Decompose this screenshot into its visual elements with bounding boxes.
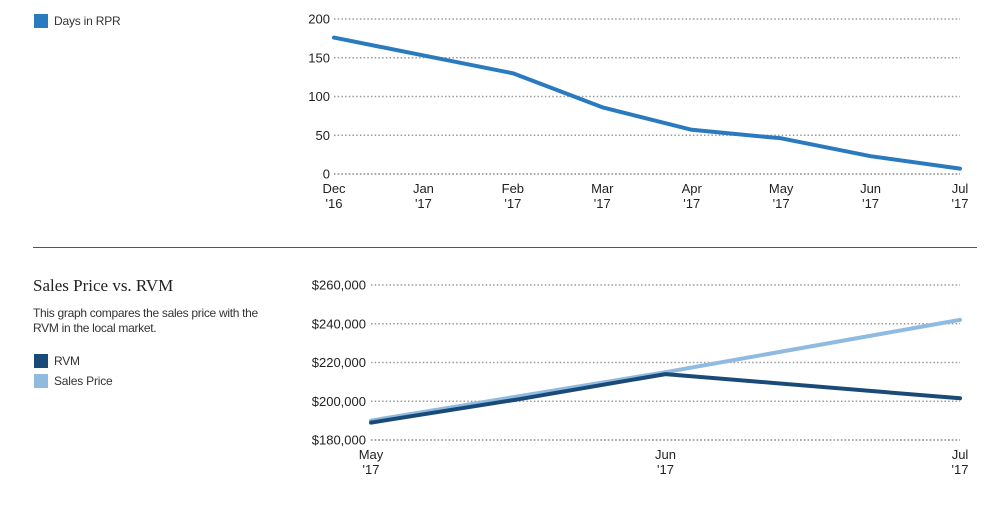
chart-description: This graph compares the sales price with… bbox=[33, 306, 258, 335]
x-tick-label-year: '17 bbox=[952, 462, 969, 477]
y-tick-label: 0 bbox=[323, 167, 330, 182]
legend-label-rvm: RVM bbox=[54, 354, 80, 368]
series-line-sales-price bbox=[369, 317, 962, 423]
series-line-days-in-rpr bbox=[332, 35, 962, 171]
legend-item: Sales Price bbox=[34, 371, 113, 391]
y-tick-label: $220,000 bbox=[312, 355, 366, 370]
legend-swatch-days-in-rpr bbox=[34, 14, 48, 28]
x-tick-label-year: '17 bbox=[862, 196, 879, 211]
x-tick-label-month: Jun bbox=[860, 181, 881, 196]
legend-label-sales-price: Sales Price bbox=[54, 374, 113, 388]
x-tick-label-year: '17 bbox=[363, 462, 380, 477]
x-tick-label-year: '17 bbox=[415, 196, 432, 211]
y-tick-label: $200,000 bbox=[312, 394, 366, 409]
x-tick-label-year: '17 bbox=[683, 196, 700, 211]
y-tick-label: $240,000 bbox=[312, 316, 366, 331]
legend-item: Days in RPR bbox=[34, 11, 121, 31]
x-tick-label-year: '17 bbox=[657, 462, 674, 477]
chart-title-sales-price-vs-rvm: Sales Price vs. RVM bbox=[33, 276, 174, 295]
x-tick-label-month: Dec bbox=[322, 181, 346, 196]
y-tick-label: $260,000 bbox=[312, 278, 366, 293]
x-tick-label-year: '17 bbox=[773, 196, 790, 211]
section-divider bbox=[33, 247, 977, 248]
days-in-rpr-chart: 050100150200Dec'16Jan'17Feb'17Mar'17Apr'… bbox=[308, 12, 969, 212]
y-tick-label: 50 bbox=[316, 128, 330, 143]
x-tick-label-month: May bbox=[359, 447, 384, 462]
legend-label-days-in-rpr: Days in RPR bbox=[54, 14, 121, 28]
x-tick-label-year: '16 bbox=[326, 196, 343, 211]
x-tick-label-year: '17 bbox=[504, 196, 521, 211]
y-tick-label: 100 bbox=[308, 89, 330, 104]
legend-item: RVM bbox=[34, 351, 113, 371]
legend-swatch-rvm bbox=[34, 354, 48, 368]
y-tick-label: $180,000 bbox=[312, 433, 366, 448]
y-tick-label: 200 bbox=[308, 12, 330, 27]
x-tick-label-year: '17 bbox=[594, 196, 611, 211]
x-tick-label-month: Feb bbox=[502, 181, 524, 196]
x-tick-label-month: Apr bbox=[682, 181, 703, 196]
series-line-rvm bbox=[369, 372, 962, 425]
x-tick-label-month: Jun bbox=[655, 447, 676, 462]
x-tick-label-month: Jan bbox=[413, 181, 434, 196]
legend-days-in-rpr: Days in RPR bbox=[34, 11, 121, 31]
y-tick-label: 150 bbox=[308, 50, 330, 65]
x-tick-label-month: Mar bbox=[591, 181, 614, 196]
x-tick-label-year: '17 bbox=[952, 196, 969, 211]
x-tick-label-month: Jul bbox=[952, 181, 969, 196]
x-tick-label-month: Jul bbox=[952, 447, 969, 462]
x-tick-label-month: May bbox=[769, 181, 794, 196]
legend-sales-price-vs-rvm: RVM Sales Price bbox=[34, 351, 113, 391]
legend-swatch-sales-price bbox=[34, 374, 48, 388]
